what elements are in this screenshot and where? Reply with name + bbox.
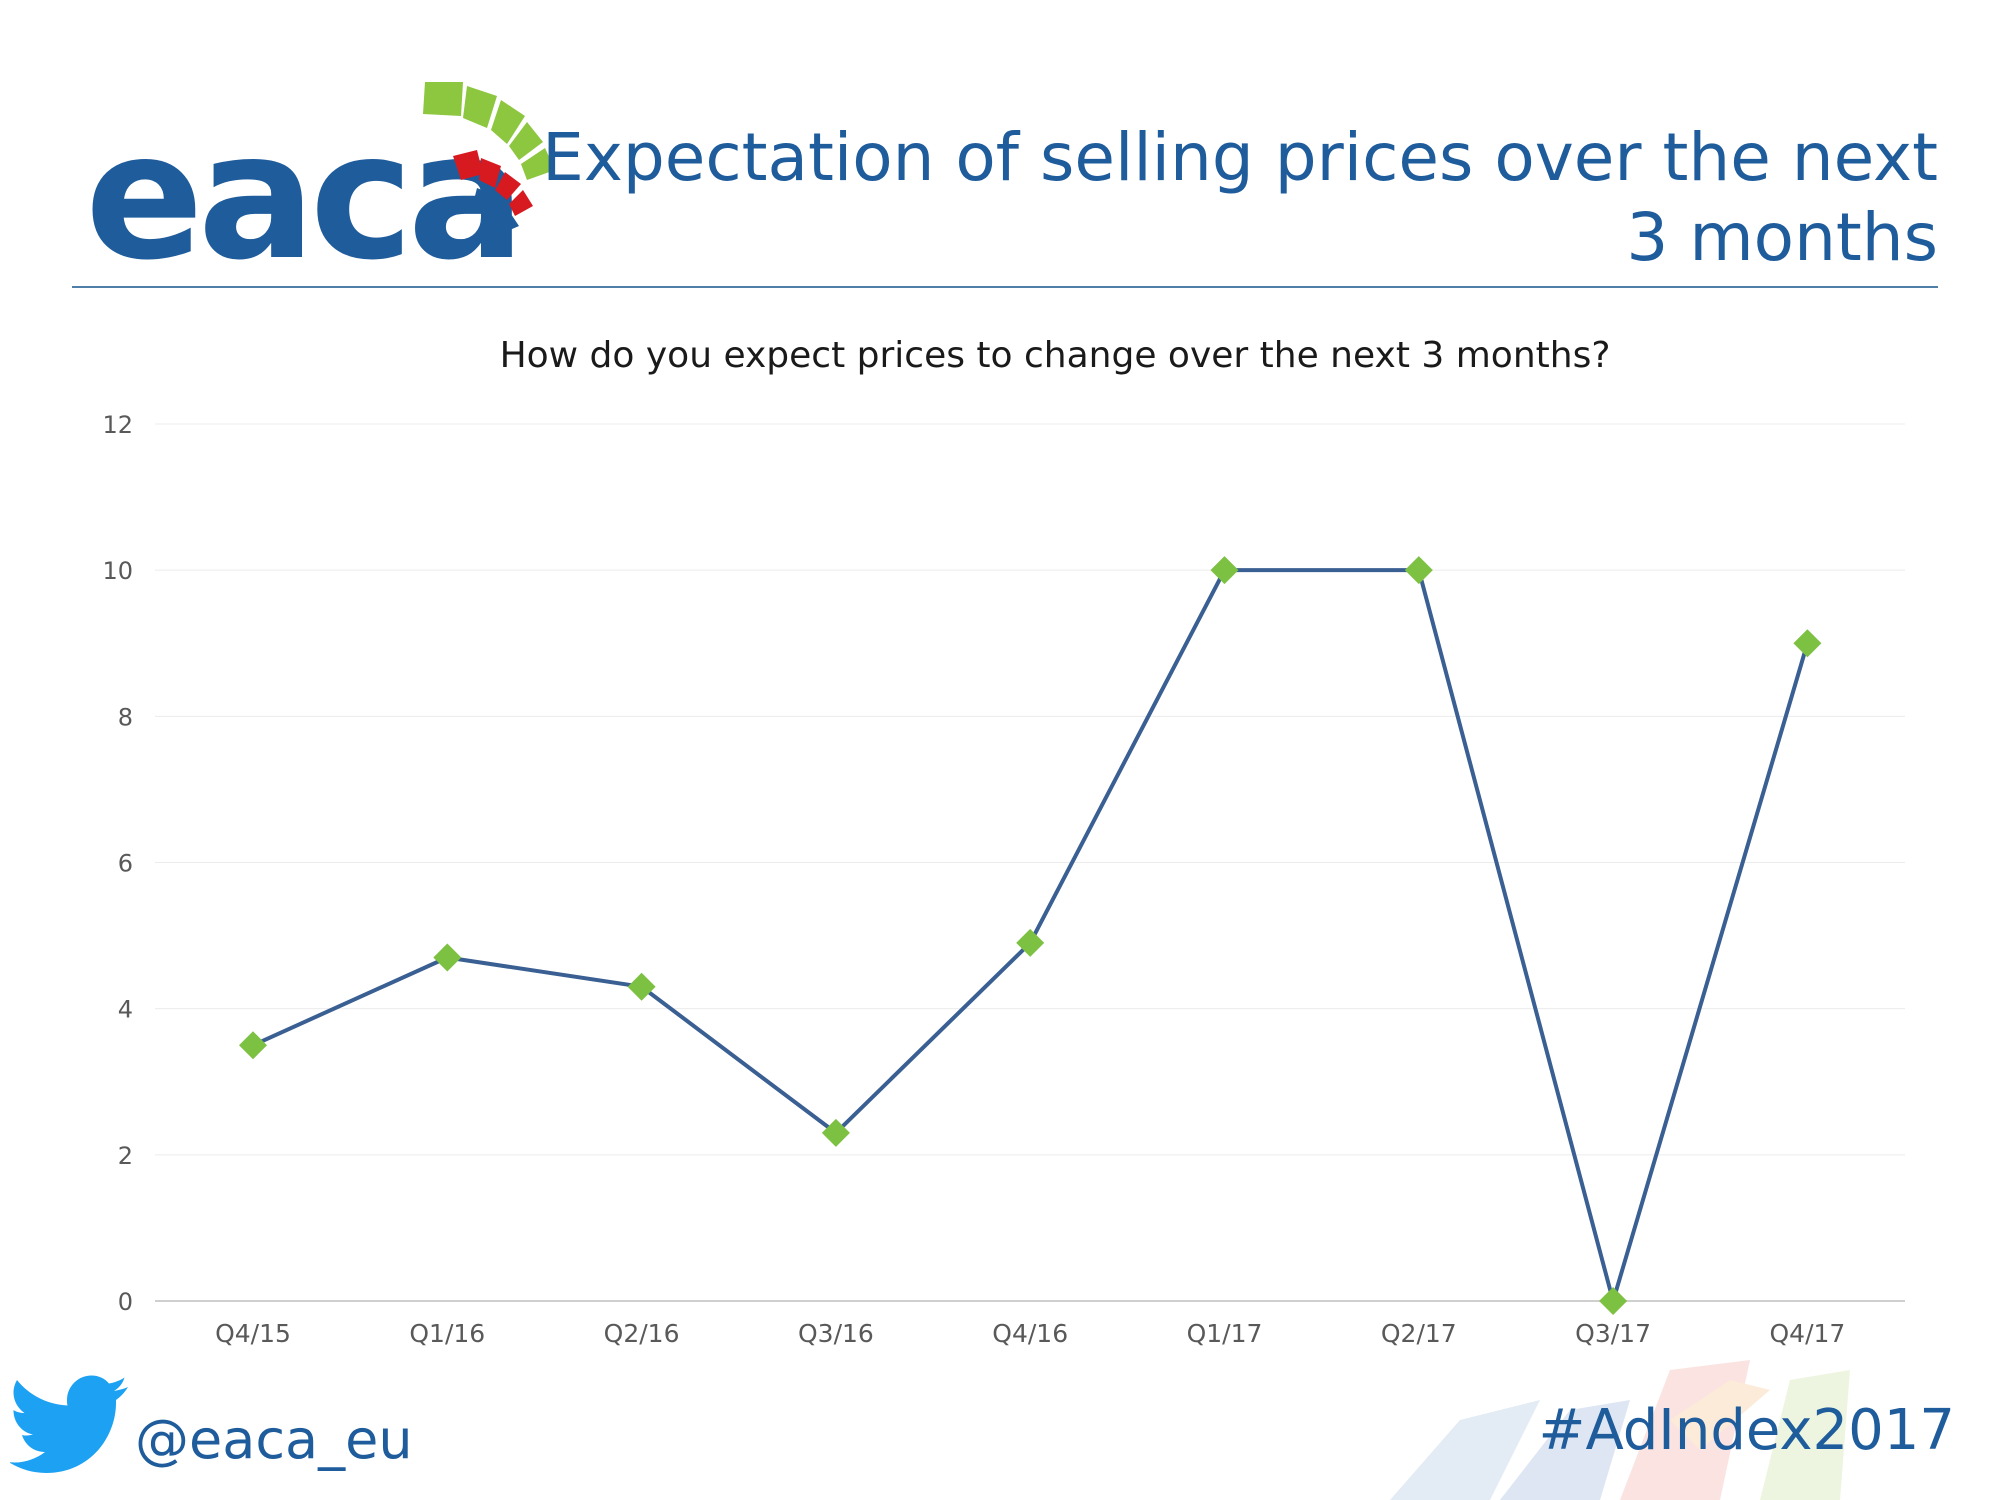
y-tick-label: 8 [118,703,133,731]
y-tick-label: 4 [118,996,133,1024]
slide-title: Expectation of selling prices over the n… [538,118,1938,278]
data-point [1016,928,1045,957]
y-tick-label: 10 [102,557,133,585]
x-tick-label: Q3/16 [798,1319,874,1348]
eaca-logo: eaca [85,70,575,285]
data-point [1404,556,1433,585]
x-tick-label: Q2/16 [604,1319,680,1348]
logo-wordmark: eaca [85,96,526,299]
data-point [1599,1287,1628,1315]
slide-title-line-1: Expectation of selling prices over the n… [542,119,1938,196]
data-point [1793,629,1822,658]
data-point [1210,556,1239,585]
y-tick-label: 2 [118,1142,133,1170]
twitter-bird-icon [10,1375,128,1473]
logo-arc-icon [423,82,555,232]
x-tick-label: Q4/16 [992,1319,1068,1348]
y-tick-label: 12 [102,411,133,439]
x-tick-label: Q1/17 [1187,1319,1263,1348]
chart-title: How do you expect prices to change over … [499,335,1611,376]
decorative-shapes [1390,1360,1850,1500]
data-point [433,943,462,972]
x-tick-label: Q3/17 [1575,1319,1651,1348]
x-tick-label: Q1/16 [409,1319,485,1348]
x-tick-label: Q4/17 [1769,1319,1845,1348]
twitter-handle: @eaca_eu [135,1408,413,1471]
x-tick-label: Q2/17 [1381,1319,1457,1348]
data-point [627,972,656,1001]
slide-title-line-2: 3 months [1626,199,1938,276]
y-tick-label: 6 [118,850,133,878]
data-point [239,1031,267,1060]
data-point [821,1118,850,1147]
x-tick-label: Q4/15 [215,1319,291,1348]
title-divider [72,286,1938,288]
y-tick-label: 0 [118,1288,133,1316]
hashtag: #AdIndex2017 [1538,1398,1955,1463]
